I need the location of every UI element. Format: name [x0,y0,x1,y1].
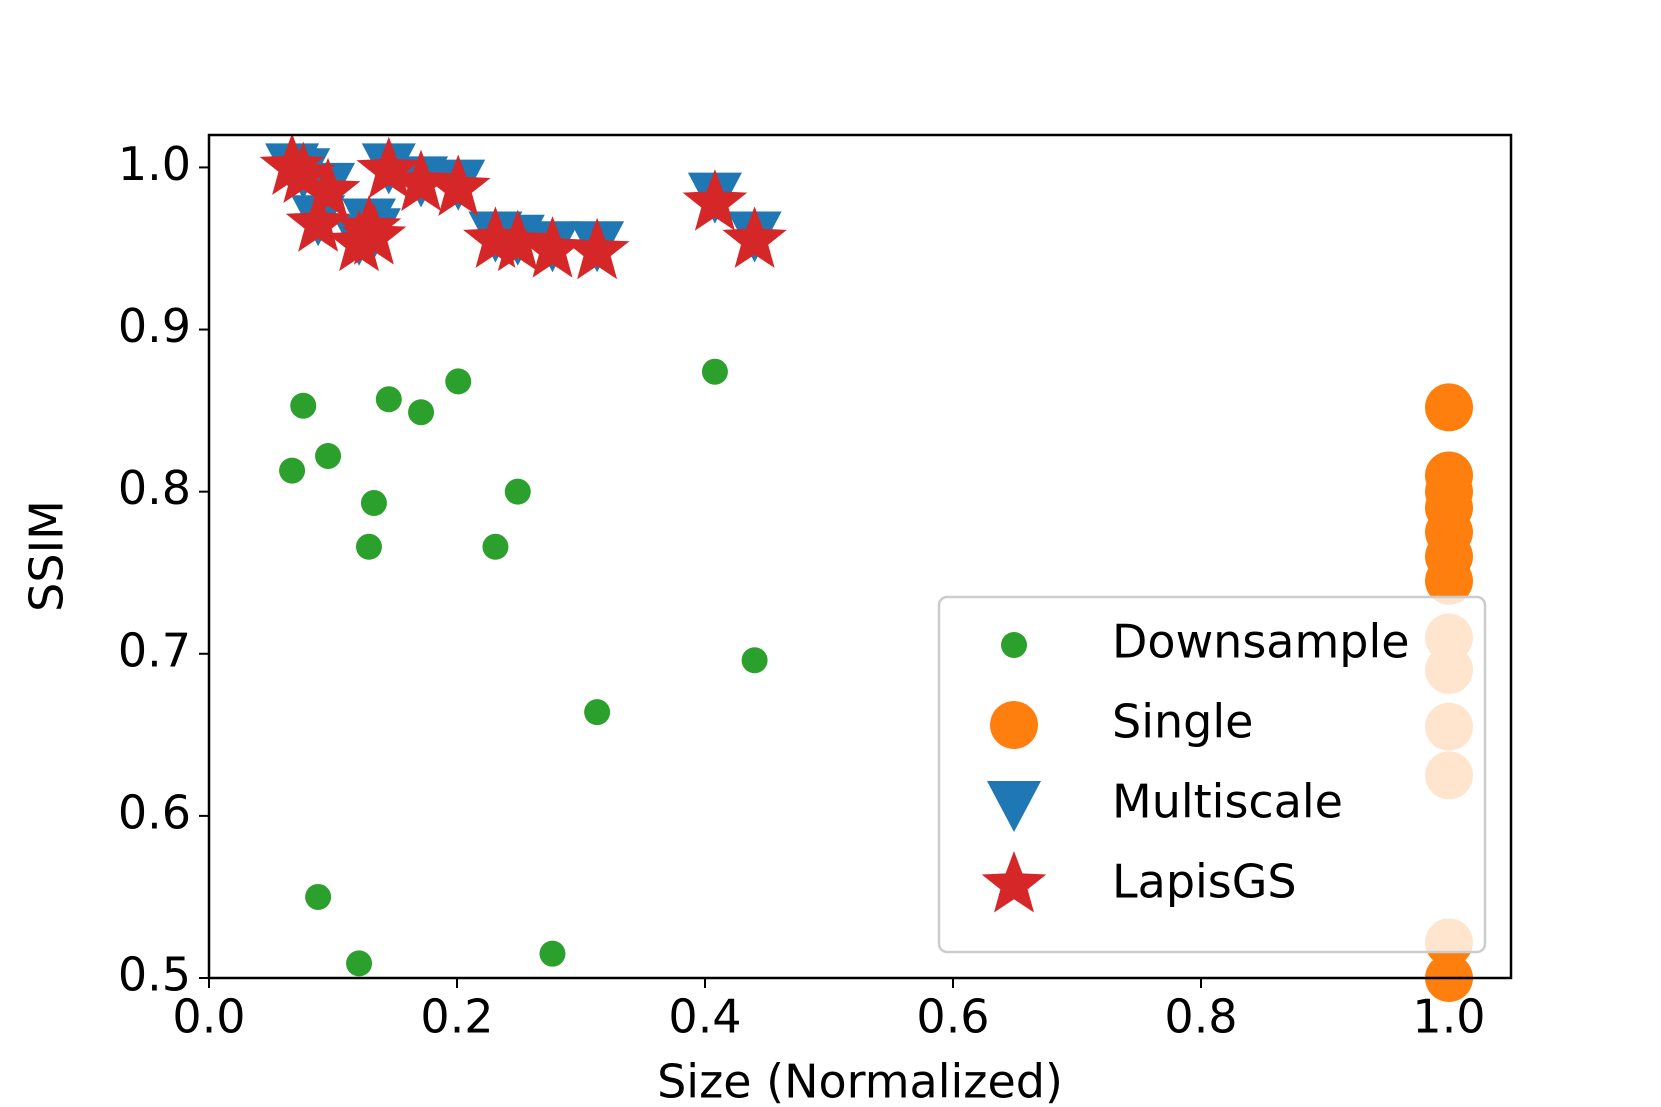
point [1425,556,1473,605]
point [279,457,306,484]
point [564,217,630,280]
x-tick-label: 0.2 [420,990,493,1044]
point [584,699,611,726]
y-tick-label: 0.9 [118,299,191,353]
point [341,203,407,265]
point [295,157,361,220]
point [485,209,551,272]
legend-marker [1001,632,1027,658]
y-tick-label: 0.8 [118,461,191,515]
point [356,136,422,199]
x-tick-label: 0.6 [916,990,989,1044]
legend-box [937,595,1487,954]
plot-frame [207,133,1513,980]
point [388,149,454,212]
point [375,386,402,413]
point [741,647,768,674]
point [270,141,336,203]
point [355,533,382,560]
legend-label: Multiscale [1112,775,1343,829]
point [682,169,748,231]
point [445,368,472,395]
y-tick-label: 0.6 [118,785,191,839]
point [539,940,566,967]
legend-marker [987,781,1041,832]
x-tick-label: 0.8 [1164,990,1237,1044]
legend-marker [990,701,1038,749]
point [408,399,435,426]
point [346,950,373,977]
y-tick-label: 1.0 [118,137,191,191]
x-axis-label: Size (Normalized) [657,1055,1063,1107]
point [360,490,387,517]
point [315,442,342,469]
y-axis-label: SSIM [20,500,74,612]
point [1425,383,1473,432]
x-tick-label: 0.4 [668,990,741,1044]
point [482,533,509,560]
legend-label: Downsample [1112,615,1410,669]
point [290,392,317,419]
point [425,154,491,216]
point [520,216,585,278]
point [722,206,787,268]
point [504,478,531,505]
y-tick-label: 0.5 [118,948,191,1002]
legend-label: Single [1112,695,1253,749]
point [701,358,728,385]
legend-label: LapisGS [1112,855,1297,909]
y-tick-label: 0.7 [118,623,191,677]
point [305,883,332,910]
x-tick-label: 0.0 [172,990,245,1044]
legend-marker [981,851,1047,913]
point [285,190,351,252]
